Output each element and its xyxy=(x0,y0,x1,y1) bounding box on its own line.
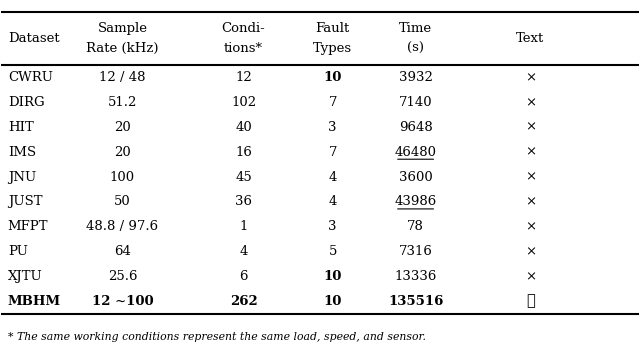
Text: ×: × xyxy=(525,96,536,109)
Text: 102: 102 xyxy=(231,96,256,109)
Text: JUST: JUST xyxy=(8,196,42,208)
Text: 13336: 13336 xyxy=(394,270,436,283)
Text: 262: 262 xyxy=(230,295,257,308)
Text: Rate (kHz): Rate (kHz) xyxy=(86,42,159,55)
Text: 36: 36 xyxy=(235,196,252,208)
Text: 12: 12 xyxy=(235,71,252,84)
Text: 10: 10 xyxy=(324,71,342,84)
Text: HIT: HIT xyxy=(8,121,33,134)
Text: ×: × xyxy=(525,146,536,159)
Text: (s): (s) xyxy=(407,42,424,55)
Text: Dataset: Dataset xyxy=(8,32,60,45)
Text: 5: 5 xyxy=(328,245,337,258)
Text: 9648: 9648 xyxy=(399,121,433,134)
Text: MFPT: MFPT xyxy=(8,220,48,233)
Text: 46480: 46480 xyxy=(395,146,436,159)
Text: 46480: 46480 xyxy=(395,146,436,159)
Text: 3932: 3932 xyxy=(399,71,433,84)
Text: Fault: Fault xyxy=(316,22,350,35)
Text: ×: × xyxy=(525,270,536,283)
Text: 40: 40 xyxy=(235,121,252,134)
Text: ✓: ✓ xyxy=(526,294,534,308)
Text: 45: 45 xyxy=(235,171,252,184)
Text: 25.6: 25.6 xyxy=(108,270,137,283)
Text: 12 / 48: 12 / 48 xyxy=(99,71,146,84)
Text: 100: 100 xyxy=(110,171,135,184)
Text: 3600: 3600 xyxy=(399,171,433,184)
Text: 7140: 7140 xyxy=(399,96,433,109)
Text: 16: 16 xyxy=(235,146,252,159)
Text: 12 ~100: 12 ~100 xyxy=(92,295,153,308)
Text: PU: PU xyxy=(8,245,28,258)
Text: Time: Time xyxy=(399,22,432,35)
Text: ×: × xyxy=(525,220,536,233)
Text: tions*: tions* xyxy=(224,42,263,55)
Text: MBHM: MBHM xyxy=(8,295,61,308)
Text: 3: 3 xyxy=(328,121,337,134)
Text: 4: 4 xyxy=(328,196,337,208)
Text: 7: 7 xyxy=(328,146,337,159)
Text: DIRG: DIRG xyxy=(8,96,44,109)
Text: 51.2: 51.2 xyxy=(108,96,137,109)
Text: JNU: JNU xyxy=(8,171,36,184)
Text: Sample: Sample xyxy=(97,22,147,35)
Text: 4: 4 xyxy=(328,171,337,184)
Text: XJTU: XJTU xyxy=(8,270,42,283)
Text: Text: Text xyxy=(516,32,545,45)
Text: 43986: 43986 xyxy=(394,196,436,208)
Text: 10: 10 xyxy=(324,270,342,283)
Text: 10: 10 xyxy=(324,295,342,308)
Text: 50: 50 xyxy=(114,196,131,208)
Text: 7: 7 xyxy=(328,96,337,109)
Text: IMS: IMS xyxy=(8,146,36,159)
Text: 6: 6 xyxy=(239,270,248,283)
Text: 1: 1 xyxy=(239,220,248,233)
Text: 135516: 135516 xyxy=(388,295,444,308)
Text: 78: 78 xyxy=(407,220,424,233)
Text: 20: 20 xyxy=(114,146,131,159)
Text: Condi-: Condi- xyxy=(221,22,266,35)
Text: ×: × xyxy=(525,71,536,84)
Text: Types: Types xyxy=(313,42,352,55)
Text: 43986: 43986 xyxy=(394,196,436,208)
Text: CWRU: CWRU xyxy=(8,71,52,84)
Text: ×: × xyxy=(525,171,536,184)
Text: ×: × xyxy=(525,196,536,208)
Text: 48.8 / 97.6: 48.8 / 97.6 xyxy=(86,220,159,233)
Text: 4: 4 xyxy=(239,245,248,258)
Text: 7316: 7316 xyxy=(399,245,433,258)
Text: ×: × xyxy=(525,245,536,258)
Text: 20: 20 xyxy=(114,121,131,134)
Text: * The same working conditions represent the same load, speed, and sensor.: * The same working conditions represent … xyxy=(8,332,426,342)
Text: 3: 3 xyxy=(328,220,337,233)
Text: 64: 64 xyxy=(114,245,131,258)
Text: ×: × xyxy=(525,121,536,134)
